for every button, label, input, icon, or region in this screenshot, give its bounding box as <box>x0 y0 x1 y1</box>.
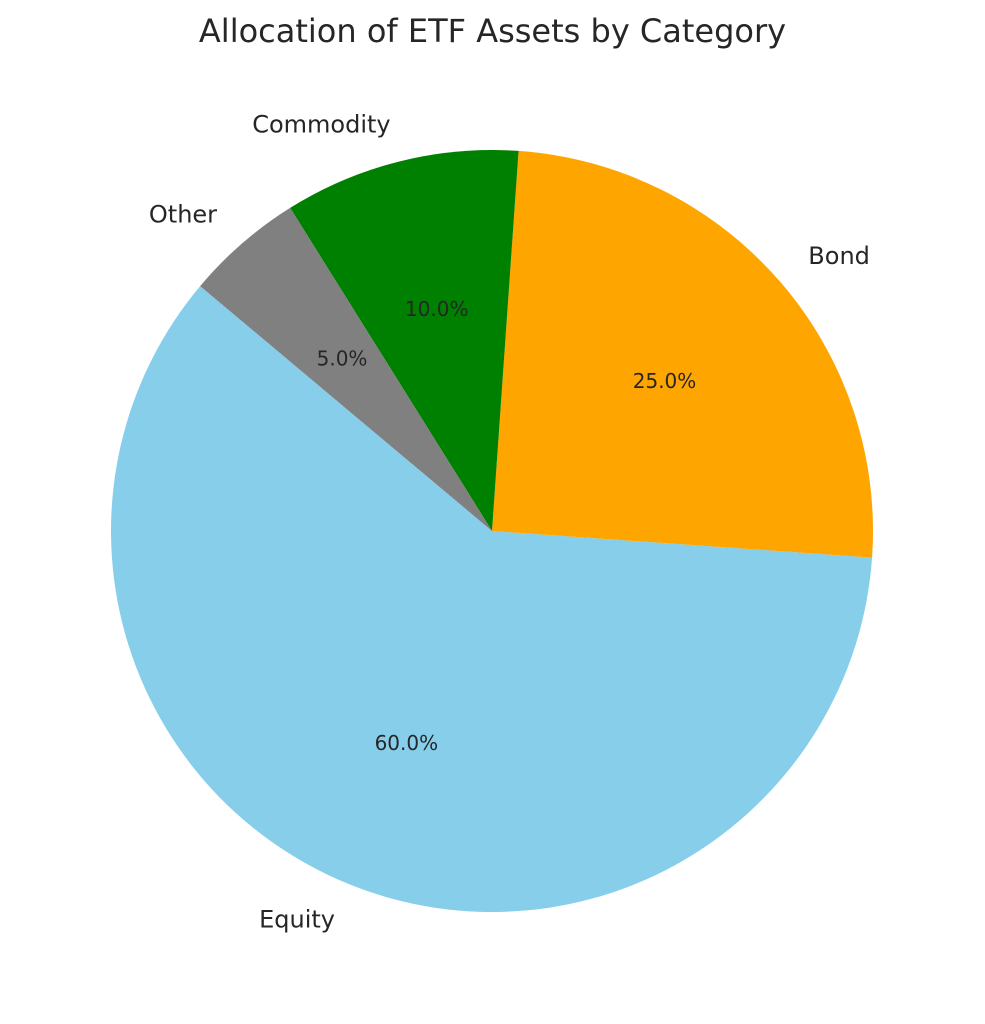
pie-slice-commodity <box>290 150 519 532</box>
pie-slice-equity <box>110 286 873 913</box>
pie-slices <box>110 150 873 913</box>
percent-label-equity: 60.0% <box>375 731 439 755</box>
pie-slice-other <box>200 207 492 531</box>
pie-slice-bond <box>492 150 873 558</box>
slice-label-other: Other <box>149 201 217 229</box>
chart-title: Allocation of ETF Assets by Category <box>198 12 787 50</box>
slice-label-bond: Bond <box>808 242 870 270</box>
pie-labels: Equity 60.0% Bond 25.0% Commodity 10.0% Other 5… <box>149 110 870 933</box>
percent-label-bond: 25.0% <box>633 369 697 393</box>
percent-label-commodity: 10.0% <box>405 297 469 321</box>
slice-label-equity: Equity <box>259 906 335 934</box>
percent-label-other: 5.0% <box>317 346 368 370</box>
slice-label-commodity: Commodity <box>252 110 390 138</box>
